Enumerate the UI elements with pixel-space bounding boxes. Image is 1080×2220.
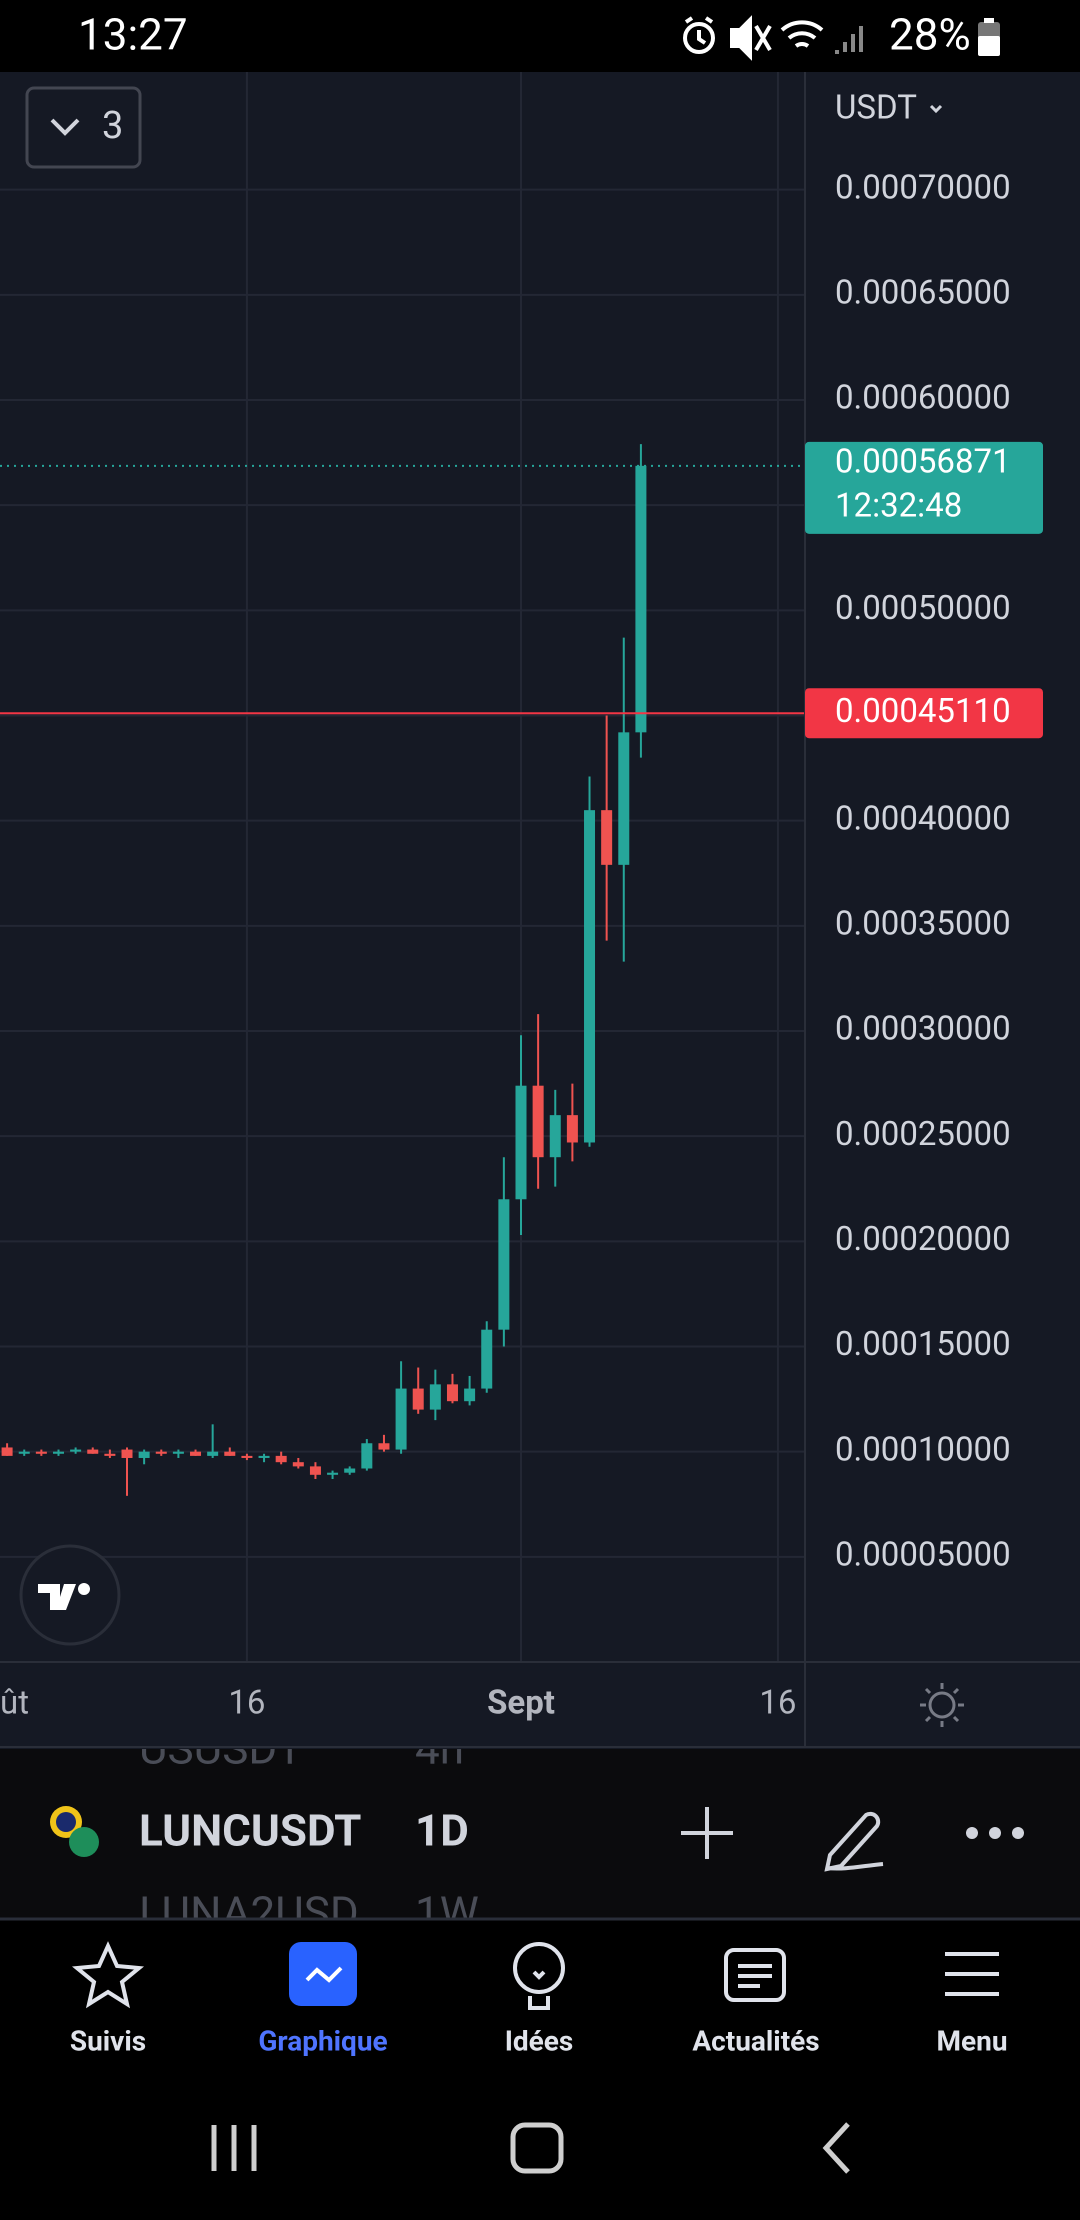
candle-body — [601, 810, 613, 865]
candle-body — [35, 1451, 47, 1454]
candle-body — [70, 1449, 82, 1452]
candle-body — [121, 1449, 133, 1458]
indicator-count: 3 — [102, 104, 123, 148]
candle-body — [309, 1466, 321, 1475]
nav-label[interactable]: Menu — [936, 2024, 1007, 2057]
candle-body — [361, 1443, 373, 1469]
y-tick-label: 0.00010000 — [835, 1430, 1011, 1469]
y-tick-label: 0.00050000 — [835, 589, 1011, 628]
candle-body — [207, 1451, 219, 1456]
y-tick-label: 0.00060000 — [835, 379, 1011, 418]
candle-body — [515, 1085, 527, 1200]
y-tick-label: 0.00040000 — [835, 799, 1011, 838]
status-bar — [0, 0, 1080, 72]
candle-body — [498, 1199, 510, 1330]
y-tick-label: 0.00070000 — [835, 168, 1011, 207]
candle-body — [566, 1115, 578, 1143]
draw-button[interactable] — [824, 1811, 884, 1872]
candle-body — [138, 1451, 150, 1458]
plot-area — [0, 444, 805, 1496]
currency-selector[interactable]: USDT — [835, 89, 917, 128]
system-buttons — [211, 2122, 850, 2174]
candle-body — [327, 1472, 339, 1475]
candle-body — [395, 1388, 407, 1450]
x-tick-label: 16 — [759, 1684, 796, 1723]
nav-icons — [71, 1941, 999, 2010]
more-button[interactable] — [966, 1827, 1024, 1839]
candle-body — [464, 1388, 476, 1402]
candle-body — [412, 1388, 424, 1410]
candle-body — [190, 1451, 202, 1456]
candle-body — [275, 1455, 287, 1463]
symbol[interactable]: LUNCUSDT — [139, 1805, 361, 1857]
symbol-bar — [0, 1749, 1080, 1919]
candle-body — [292, 1462, 304, 1467]
interval[interactable]: 1D — [415, 1805, 469, 1857]
candle-body — [155, 1451, 167, 1454]
candle-body — [549, 1115, 561, 1158]
y-tick-label: 0.00005000 — [835, 1536, 1011, 1575]
candle-body — [258, 1455, 270, 1458]
last-price-box — [805, 441, 1043, 534]
battery-level: 28% — [889, 9, 971, 61]
time-axis-settings[interactable] — [920, 1683, 964, 1727]
battery-icon — [978, 18, 1000, 56]
alert-price-box — [805, 688, 1043, 739]
clock: 13:27 — [78, 9, 188, 61]
candle-body — [635, 465, 647, 733]
candle-body — [584, 810, 596, 1143]
symbol-picker: USUSDT 4h LUNA2USD 1W — [139, 1723, 479, 1939]
candle-body — [1, 1447, 13, 1456]
ghost-interval: 1W — [415, 1887, 479, 1939]
last-price-label: 0.00056871 — [835, 443, 1011, 482]
countdown: 12:32:48 — [835, 487, 962, 526]
candle-body — [104, 1453, 116, 1456]
tv-logo — [19, 1544, 121, 1646]
grid — [0, 72, 805, 1662]
alert-price-label: 0.00045110 — [835, 692, 1011, 731]
x-tick-label: ût — [0, 1684, 29, 1723]
chart-panel — [0, 72, 1080, 1749]
nav-label[interactable]: Graphique — [258, 2024, 387, 2057]
status-icons — [683, 15, 863, 61]
nav-label[interactable]: Idées — [505, 2024, 574, 2057]
candle-body — [446, 1384, 458, 1402]
candle-body — [224, 1451, 236, 1456]
ghost-interval: 4h — [415, 1723, 464, 1775]
y-tick-label: 0.00035000 — [835, 905, 1011, 944]
ghost-symbol: LUNA2USD — [139, 1887, 359, 1939]
y-tick-label: 0.00030000 — [835, 1010, 1011, 1049]
candle-body — [429, 1384, 441, 1410]
x-tick-label: 16 — [228, 1684, 265, 1723]
candle-body — [18, 1451, 30, 1454]
y-tick-label: 0.00015000 — [835, 1325, 1011, 1364]
candle-body — [481, 1329, 493, 1389]
candle-body — [344, 1468, 356, 1473]
y-tick-label: 0.00065000 — [835, 274, 1011, 313]
symbol-icon — [50, 1806, 99, 1857]
nav-labels: Suivis Graphique Idées Actualités Menu — [70, 2024, 1008, 2057]
add-button[interactable] — [681, 1807, 733, 1859]
candle-body — [241, 1455, 253, 1458]
currency-chevron — [929, 104, 943, 114]
candle-body — [172, 1451, 184, 1454]
candle-body — [52, 1451, 64, 1454]
ghost-symbol: USUSDT — [139, 1723, 303, 1775]
tab-bar — [0, 1921, 1080, 2075]
candle-body — [532, 1085, 544, 1158]
indicator-dropdown[interactable]: 3 — [25, 86, 142, 169]
x-tick-label: Sept — [487, 1684, 555, 1723]
candle-body — [378, 1443, 390, 1450]
y-tick-label: 0.00020000 — [835, 1220, 1011, 1259]
nav-label[interactable]: Actualités — [692, 2024, 819, 2057]
y-tick-label: 0.00025000 — [835, 1115, 1011, 1154]
candle-body — [618, 732, 630, 865]
system-nav — [0, 2075, 1080, 2220]
nav-label[interactable]: Suivis — [70, 2024, 146, 2057]
candle-body — [87, 1449, 99, 1454]
